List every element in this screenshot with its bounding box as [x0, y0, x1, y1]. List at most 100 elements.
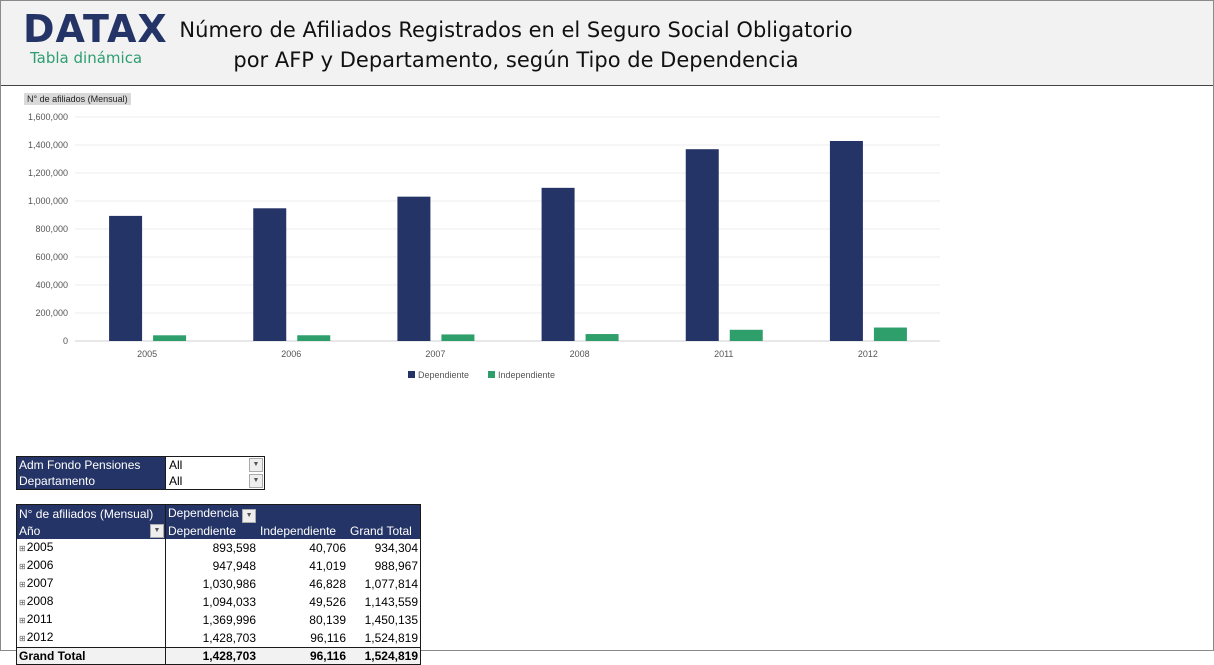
y-tick-label: 1,200,000 — [28, 168, 68, 178]
expand-icon[interactable]: ⊞ — [19, 544, 26, 553]
cell: 40,706 — [309, 541, 346, 555]
cell: 1,450,135 — [364, 613, 418, 627]
filter-label: Departamento — [17, 473, 165, 489]
year-label: 2006 — [26, 558, 54, 572]
cell: Grand Total — [16, 647, 166, 665]
page-title: Número de Afiliados Registrados en el Se… — [161, 15, 871, 75]
y-tick-label: 1,000,000 — [28, 196, 68, 206]
year-label: 2012 — [26, 630, 54, 644]
bar-dependiente — [541, 187, 575, 341]
legend-swatch — [488, 371, 495, 378]
row-label[interactable]: ⊞2007 — [16, 575, 166, 593]
row-label[interactable]: ⊞2012 — [16, 629, 166, 648]
bar-dependiente — [829, 140, 863, 341]
cell: 46,828 — [309, 577, 346, 591]
cell: 1,524,819 — [364, 631, 418, 645]
legend-swatch — [408, 371, 415, 378]
logo: DATAX — [23, 7, 168, 51]
filter-row: Adm Fondo Pensiones All ▼ — [17, 457, 264, 473]
filter-value: All — [169, 474, 183, 488]
y-tick-label: 0 — [63, 336, 68, 346]
expand-icon[interactable]: ⊞ — [19, 598, 26, 607]
cell: 947,948 — [212, 559, 256, 573]
table-row: ⊞2006 947,948 41,019 988,967 — [16, 557, 421, 575]
column-header: Grand Total — [348, 523, 421, 539]
filter-departamento[interactable]: All ▼ — [165, 473, 264, 489]
title-line-2: por AFP y Departamento, según Tipo de De… — [233, 48, 799, 72]
x-tick-label: 2006 — [281, 349, 301, 359]
table-row: ⊞2007 1,030,986 46,828 1,077,814 — [16, 575, 421, 593]
cell: 1,077,814 — [364, 577, 418, 591]
x-tick-label: 2005 — [137, 349, 157, 359]
year-label: 2011 — [26, 612, 53, 626]
cell: 1,030,986 — [202, 577, 256, 591]
row-label[interactable]: ⊞2011 — [16, 611, 166, 629]
cell: 1,428,703 — [202, 631, 256, 645]
dropdown-arrow-icon[interactable]: ▼ — [249, 474, 263, 488]
bar-independiente — [297, 335, 331, 341]
cell: 1,524,819 — [348, 647, 421, 665]
bar-independiente — [873, 327, 907, 341]
expand-icon[interactable]: ⊞ — [19, 616, 26, 625]
y-tick-label: 1,600,000 — [28, 112, 68, 122]
y-tick-label: 600,000 — [35, 252, 68, 262]
x-tick-label: 2008 — [570, 349, 590, 359]
year-label: 2005 — [26, 540, 54, 554]
cell: 934,304 — [374, 541, 418, 555]
table-row: ⊞2011 1,369,996 80,139 1,450,135 — [16, 611, 421, 629]
bar-dependiente — [109, 215, 143, 341]
filter-afp[interactable]: All ▼ — [165, 457, 264, 473]
table-row: ⊞2005 893,598 40,706 934,304 — [16, 539, 421, 557]
expand-icon[interactable]: ⊞ — [19, 562, 26, 571]
year-label: 2008 — [26, 594, 54, 608]
cell: 1,143,559 — [364, 595, 418, 609]
pivot-table: N° de afiliados (Mensual) Dependencia ▼ A… — [16, 504, 421, 665]
cell: 893,598 — [212, 541, 256, 555]
cell: 1,428,703 — [165, 647, 258, 665]
cell: 96,116 — [310, 631, 346, 645]
dropdown-arrow-icon[interactable]: ▼ — [150, 524, 164, 538]
y-tick-label: 200,000 — [35, 308, 68, 318]
year-label: 2007 — [26, 576, 54, 590]
subtitle: Tabla dinámica — [30, 49, 143, 67]
cell: 1,094,033 — [202, 595, 256, 609]
cell: 96,116 — [258, 647, 348, 665]
table-row: ⊞2008 1,094,033 49,526 1,143,559 — [16, 593, 421, 611]
expand-icon[interactable]: ⊞ — [19, 634, 26, 643]
bar-independiente — [585, 334, 619, 341]
y-tick-label: 800,000 — [35, 224, 68, 234]
cell: 1,369,996 — [202, 613, 256, 627]
bar-dependiente — [397, 196, 431, 341]
cell: 41,019 — [309, 559, 346, 573]
expand-icon[interactable]: ⊞ — [19, 580, 26, 589]
header: DATAX Tabla dinámica Número de Afiliados… — [1, 1, 1213, 86]
filter-value: All — [169, 458, 183, 472]
x-tick-label: 2007 — [425, 349, 445, 359]
col-field-header[interactable]: Dependencia ▼ — [165, 504, 421, 523]
chart: 0 200,000 400,000 600,000 800,000 1,000,000 1,… — [28, 112, 940, 380]
bar-independiente — [441, 334, 475, 341]
cell: 988,967 — [374, 559, 418, 573]
dropdown-arrow-icon[interactable]: ▼ — [249, 458, 263, 472]
bar-independiente — [729, 329, 763, 341]
bar-dependiente — [253, 208, 287, 341]
column-header: Dependiente — [165, 523, 258, 539]
measure-header: N° de afiliados (Mensual) — [16, 504, 166, 523]
cell: 80,139 — [309, 613, 346, 627]
row-label[interactable]: ⊞2006 — [16, 557, 166, 575]
grand-total-row: Grand Total 1,428,703 96,116 1,524,819 — [16, 647, 421, 665]
legend-label: Dependiente — [418, 370, 469, 380]
x-tick-label: 2012 — [858, 349, 878, 359]
row-label[interactable]: ⊞2005 — [16, 539, 166, 557]
chart-y-label[interactable]: N° de afiliados (Mensual) — [24, 93, 131, 105]
bar-independiente — [153, 335, 187, 341]
row-field-header[interactable]: Año ▼ — [16, 523, 166, 539]
row-field-label: Año — [19, 524, 41, 538]
dropdown-arrow-icon[interactable]: ▼ — [242, 509, 257, 523]
pivot-filters: Adm Fondo Pensiones All ▼ Departamento All ▼ — [16, 456, 265, 490]
row-label[interactable]: ⊞2008 — [16, 593, 166, 611]
col-field-label: Dependencia — [168, 506, 239, 520]
filter-label: Adm Fondo Pensiones — [17, 457, 165, 473]
y-tick-label: 1,400,000 — [28, 140, 68, 150]
table-row: ⊞2012 1,428,703 96,116 1,524,819 — [16, 629, 421, 648]
